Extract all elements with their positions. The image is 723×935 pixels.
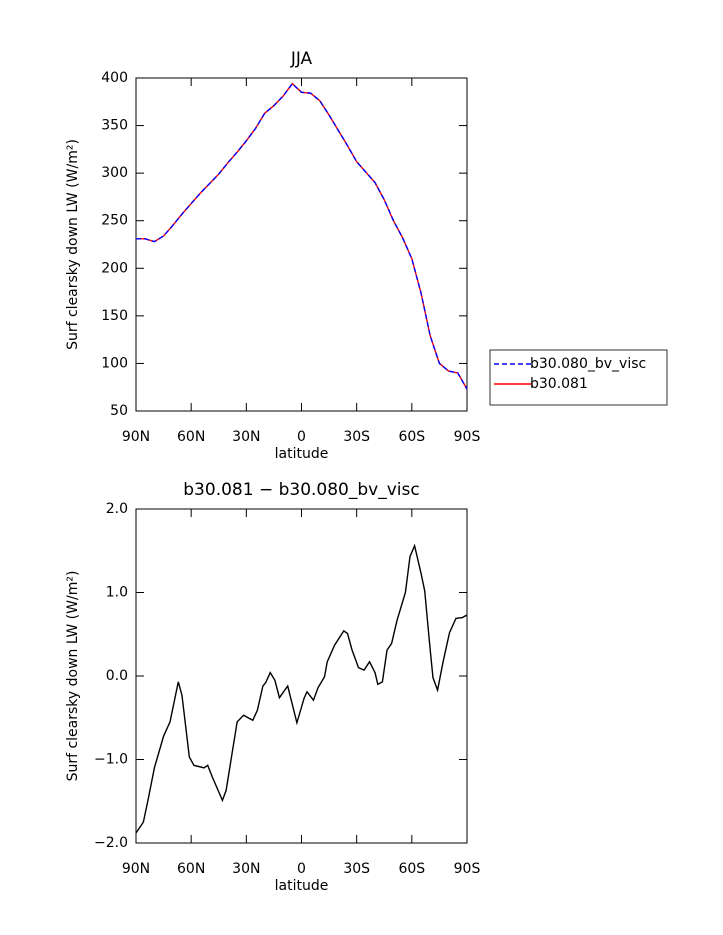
y-tick-label: −1.0: [94, 752, 128, 768]
y-tick-label: 100: [101, 355, 128, 371]
legend-box: [489, 349, 668, 406]
legend-label: b30.081: [530, 376, 588, 392]
x-tick-label: 60S: [398, 429, 425, 445]
x-tick-label: 60N: [177, 429, 205, 445]
x-tick-label: 90N: [122, 429, 150, 445]
x-tick-label: 90N: [122, 861, 150, 877]
y-tick-label: 350: [101, 118, 128, 134]
y-tick-label: −2.0: [94, 835, 128, 851]
x-tick-label: 0: [297, 861, 306, 877]
data-line: [135, 543, 468, 834]
plot-frame: [135, 77, 468, 412]
data-line: [136, 82, 468, 390]
y-axis-label: Surf clearsky down LW (W/m²): [65, 571, 81, 782]
chart-title: JJA: [290, 49, 313, 69]
chart-title: b30.081 − b30.080_bv_visc: [183, 480, 419, 500]
y-tick-label: 2.0: [106, 501, 128, 517]
y-tick-label: 400: [101, 70, 128, 86]
x-tick-label: 90S: [454, 861, 481, 877]
x-tick-label: 60N: [177, 861, 205, 877]
y-axis-label: Surf clearsky down LW (W/m²): [65, 139, 81, 350]
x-tick-label: 30S: [343, 429, 370, 445]
data-line: [136, 82, 468, 390]
y-tick-label: 300: [101, 165, 128, 181]
x-tick-label: 30N: [232, 861, 260, 877]
x-axis-label: latitude: [275, 878, 329, 894]
x-tick-label: 30S: [343, 861, 370, 877]
x-tick-label: 60S: [398, 861, 425, 877]
x-tick-label: 90S: [454, 429, 481, 445]
x-tick-label: 30N: [232, 429, 260, 445]
x-axis-label: latitude: [275, 446, 329, 462]
legend-label: b30.080_bv_visc: [530, 356, 646, 372]
y-tick-label: 200: [101, 260, 128, 276]
x-tick-label: 0: [297, 429, 306, 445]
y-tick-label: 50: [110, 403, 128, 419]
y-tick-label: 150: [101, 308, 128, 324]
y-tick-label: 1.0: [106, 585, 128, 601]
y-tick-label: 250: [101, 213, 128, 229]
y-tick-label: 0.0: [106, 668, 128, 684]
